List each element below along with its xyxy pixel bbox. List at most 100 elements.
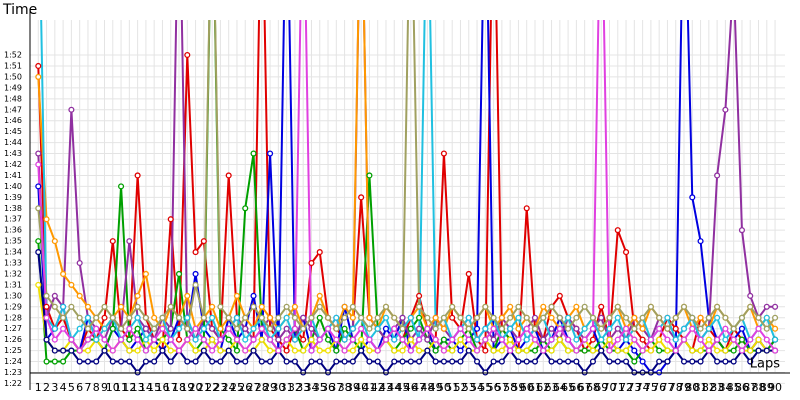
data-point [498,325,505,332]
data-point [366,325,373,332]
data-point [316,249,323,256]
data-point [465,336,472,343]
data-point [482,347,489,354]
data-point [465,270,472,278]
data-point [134,369,141,376]
data-point [316,358,323,365]
x-tick-label: 15 [147,381,161,394]
x-tick-label: 90 [768,381,782,394]
data-point [167,303,174,310]
x-tick-label: 19 [180,381,194,394]
data-point [473,314,481,321]
data-point [639,358,646,365]
y-tick-label: 1:32 [4,269,22,278]
data-point [738,347,746,354]
data-point [142,314,149,321]
data-point [689,194,696,201]
x-tick-label: 21 [197,381,211,394]
data-point [457,314,464,321]
y-tick-label: 1:51 [4,61,22,70]
data-point [614,303,621,310]
data-point [184,314,191,321]
data-point [118,336,125,343]
data-point [374,358,381,365]
data-point [598,314,605,321]
data-point [399,358,406,365]
data-point [556,292,563,299]
x-tick-label: 81 [694,381,708,394]
x-tick-label: 80 [685,381,699,394]
data-point [730,358,737,365]
data-point [697,336,704,343]
data-point [407,347,414,354]
data-point [565,358,572,365]
data-point [556,314,563,321]
data-point [705,314,712,321]
data-point [556,358,563,365]
data-point [142,270,149,278]
data-point [416,347,423,354]
data-point [209,303,216,310]
data-point [548,325,555,332]
data-point [573,303,580,310]
data-point [184,292,191,299]
data-point [763,303,770,310]
data-point [43,303,50,310]
data-point [548,314,555,321]
data-point [573,314,580,321]
data-point [465,325,472,332]
x-axis-title: Laps [750,357,780,372]
data-point [84,347,91,354]
x-tick-label: 38 [338,381,352,394]
data-point [639,325,646,332]
data-point [159,336,166,343]
data-point [623,249,630,256]
data-point [167,216,174,223]
data-point [43,292,50,299]
data-point [589,325,596,332]
data-point [631,314,638,321]
data-point [631,358,638,365]
data-point [142,347,149,354]
x-tick-label: 18 [172,381,186,394]
data-point [134,347,141,354]
x-tick-label: 60 [520,381,534,394]
x-tick-label: 5 [68,381,75,394]
data-point [333,347,340,354]
data-point [283,347,290,354]
x-tick-label: 87 [743,381,757,394]
data-point [283,336,290,343]
data-point [672,325,679,332]
x-tick-label: 36 [321,381,335,394]
data-point [101,325,108,332]
data-point [35,205,42,212]
data-point [689,358,696,365]
data-point [664,336,671,343]
y-tick-label: 1:50 [4,72,22,81]
data-point [738,325,746,332]
y-tick-label: 1:26 [4,335,22,344]
data-point [531,347,539,354]
data-point [184,325,191,332]
x-tick-label: 57 [495,381,509,394]
data-point [358,194,365,201]
data-point [656,369,663,376]
data-point [722,336,729,343]
data-point [93,314,100,321]
data-point [300,314,307,321]
data-point [250,292,257,299]
data-point [291,303,298,310]
data-point [772,336,779,343]
data-point [175,270,183,278]
y-tick-label: 1:40 [4,182,22,191]
data-point [35,161,42,168]
data-point [440,358,447,365]
data-point [598,347,605,354]
data-point [68,281,75,288]
data-point [515,303,522,310]
x-tick-label: 83 [710,381,724,394]
x-tick-label: 2 [43,381,50,394]
data-point [84,303,91,310]
data-point [432,325,439,332]
